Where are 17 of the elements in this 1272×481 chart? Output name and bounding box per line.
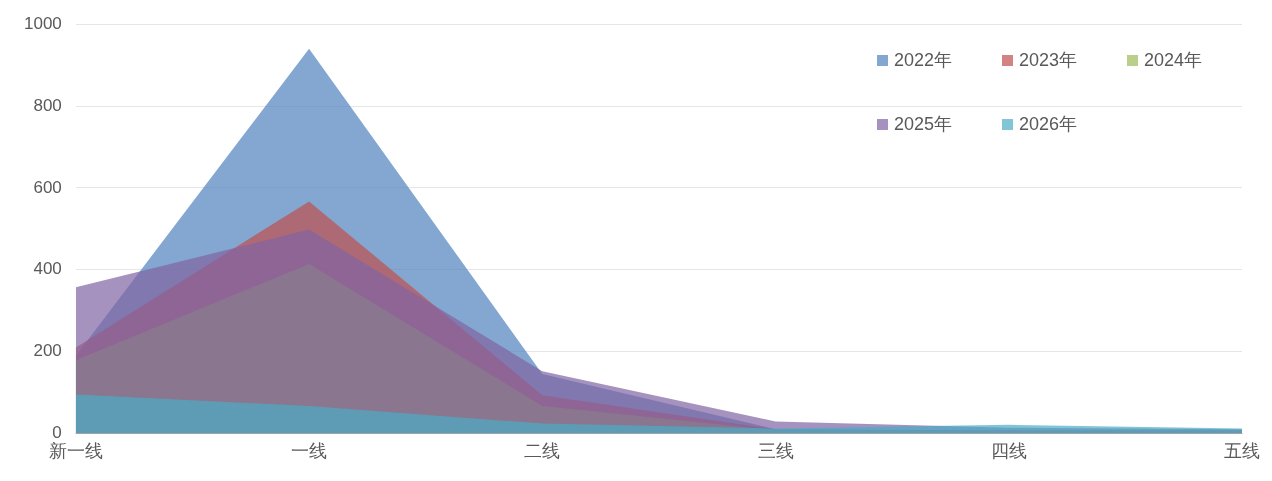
x-tick-label: 一线	[291, 441, 328, 462]
legend-label: 2024年	[1144, 49, 1203, 72]
y-tick-label: 800	[33, 95, 62, 115]
x-tick-label: 新一线	[48, 441, 103, 462]
x-tick-label: 二线	[524, 441, 561, 462]
x-tick-label: 三线	[757, 441, 794, 462]
x-tick-label: 四线	[990, 441, 1027, 462]
legend-label: 2025年	[894, 113, 953, 136]
y-tick-label: 1000	[23, 13, 62, 33]
legend-label: 2023年	[1019, 49, 1078, 72]
legend-label: 2026年	[1019, 113, 1078, 136]
y-tick-label: 200	[33, 341, 62, 361]
y-tick-label: 400	[33, 259, 62, 279]
y-tick-label: 600	[33, 177, 62, 197]
y-tick-label: 0	[52, 423, 62, 443]
legend-label: 2022年	[894, 49, 953, 72]
x-tick-label: 五线	[1224, 441, 1260, 462]
